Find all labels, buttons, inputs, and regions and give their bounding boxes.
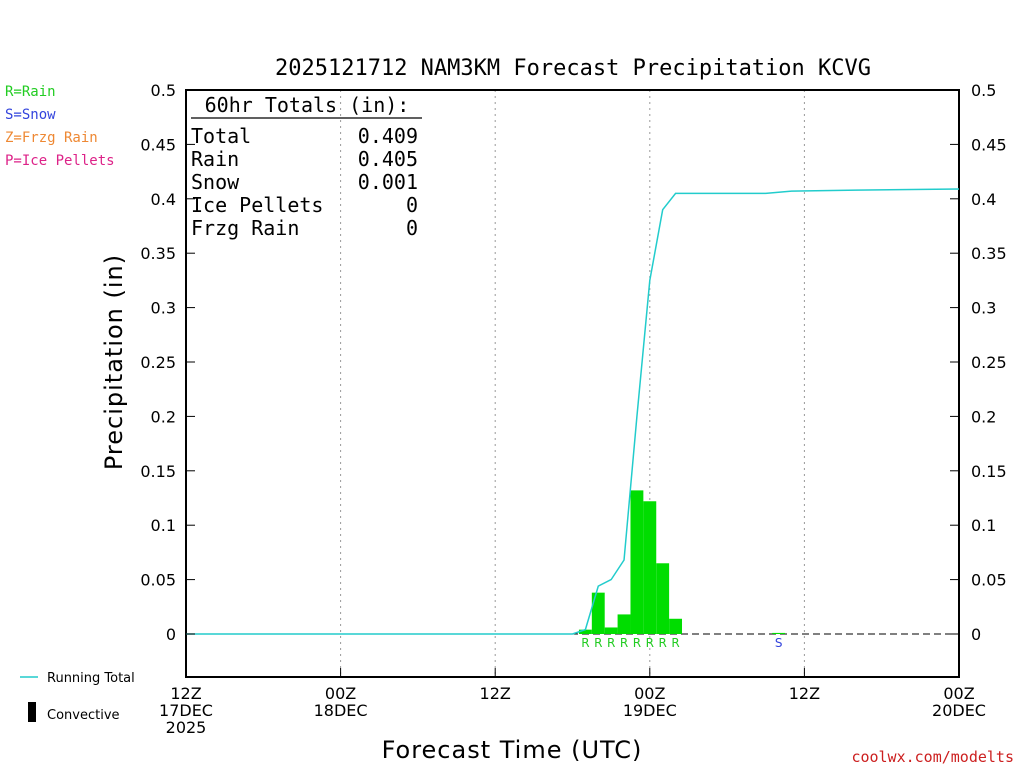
y-tick-label-right: 0.05 <box>971 571 1007 590</box>
y-tick-label: 0.15 <box>140 462 176 481</box>
precip-type-letter: R <box>620 636 628 650</box>
y-tick-label-right: 0.3 <box>971 299 996 318</box>
precip-bar <box>630 490 644 634</box>
y-tick-label: 0.45 <box>140 135 176 154</box>
precip-bar <box>643 501 657 634</box>
y-tick-label: 0.4 <box>151 190 176 209</box>
totals-row-value: 0.405 <box>358 147 418 171</box>
precip-bar <box>617 614 631 634</box>
y-axis-left: 0 0.05 0.1 0.15 0.2 0.25 0.3 0.35 0.4 0.45 0.5 <box>140 81 195 644</box>
y-tick-label: 0 <box>166 625 176 644</box>
totals-row-value: 0 <box>406 216 418 240</box>
x-tick-label: 00Z <box>943 684 974 703</box>
precip-type-letter: R <box>581 636 589 650</box>
totals-row-label: Snow <box>191 170 240 194</box>
y-tick-label: 0.5 <box>151 81 176 100</box>
y-tick-label-right: 0.4 <box>971 190 996 209</box>
y-tick-label-right: 0.45 <box>971 135 1007 154</box>
totals-row-label: Frzg Rain <box>191 216 299 240</box>
y-tick-label: 0.35 <box>140 244 176 263</box>
totals-row-label: Ice Pellets <box>191 193 323 217</box>
x-tick-label: 2025 <box>166 718 207 737</box>
y-tick-label: 0.3 <box>151 299 176 318</box>
precip-type-letter: S <box>775 636 783 650</box>
totals-row-value: 0 <box>406 193 418 217</box>
y-tick-label-right: 0.35 <box>971 244 1007 263</box>
precip-type-letter: R <box>659 636 667 650</box>
convective-key-label: Convective <box>47 708 120 723</box>
type-legend-item: R=Rain <box>5 84 56 100</box>
y-tick-label: 0.25 <box>140 353 176 372</box>
precip-bars <box>578 490 786 634</box>
credit-text: coolwx.com/modelts <box>851 748 1014 766</box>
y-axis-right: 0 0.05 0.1 0.15 0.2 0.25 0.3 0.35 0.4 0.45 0.5 <box>950 81 1007 644</box>
precip-type-legend: R=Rain S=Snow Z=Frzg Rain P=Ice Pellets <box>5 84 115 169</box>
chart-title: 2025121712 NAM3KM Forecast Precipitation… <box>275 56 871 81</box>
y-tick-label-right: 0.1 <box>971 516 996 535</box>
precip-bar <box>591 592 605 634</box>
y-tick-label-right: 0.25 <box>971 353 1007 372</box>
totals-row-label: Rain <box>191 147 239 171</box>
totals-box: 60hr Totals (in): Total 0.409 Rain 0.405 Sno… <box>191 93 422 240</box>
precip-type-letter: R <box>646 636 654 650</box>
running-total-line <box>186 188 960 635</box>
y-tick-label-right: 0.5 <box>971 81 996 100</box>
key-legend: Running Total Convective <box>20 671 135 723</box>
totals-row-label: Total <box>191 124 251 148</box>
y-tick-label-right: 0 <box>971 625 981 644</box>
precip-bar <box>604 627 618 634</box>
precip-type-letter: R <box>607 636 615 650</box>
y-tick-label-right: 0.15 <box>971 462 1007 481</box>
running-total-key-label: Running Total <box>47 671 135 686</box>
x-tick-label: 12Z <box>480 684 511 703</box>
precip-bar <box>669 618 683 634</box>
y-axis-label: Precipitation (in) <box>100 254 128 470</box>
x-tick-label: 12Z <box>170 684 201 703</box>
type-legend-item: P=Ice Pellets <box>5 153 115 169</box>
precip-bar <box>656 563 670 634</box>
y-tick-label: 0.05 <box>140 571 176 590</box>
type-legend-item: S=Snow <box>5 107 56 123</box>
x-tick-label: 18DEC <box>314 701 368 720</box>
x-tick-label: 17DEC <box>159 701 213 720</box>
precip-bar <box>772 632 786 634</box>
y-tick-label: 0.2 <box>151 407 176 426</box>
y-tick-label-right: 0.2 <box>971 407 996 426</box>
totals-header: 60hr Totals (in): <box>205 93 410 117</box>
convective-key-swatch <box>28 702 36 722</box>
precip-type-letter: R <box>594 636 602 650</box>
x-axis-label: Forecast Time (UTC) <box>382 736 643 764</box>
x-tick-label: 12Z <box>789 684 820 703</box>
totals-row-value: 0.409 <box>358 124 418 148</box>
precip-type-letter: R <box>633 636 641 650</box>
totals-row-value: 0.001 <box>358 170 418 194</box>
precip-bar <box>578 629 592 634</box>
gridlines <box>340 90 805 677</box>
precip-type-letter: R <box>671 636 679 650</box>
type-legend-item: Z=Frzg Rain <box>5 130 98 146</box>
x-tick-label: 00Z <box>325 684 356 703</box>
plot-frame <box>185 89 960 678</box>
x-tick-label: 20DEC <box>932 701 986 720</box>
x-tick-label: 00Z <box>634 684 665 703</box>
y-tick-label: 0.1 <box>151 516 176 535</box>
x-tick-label: 19DEC <box>623 701 677 720</box>
